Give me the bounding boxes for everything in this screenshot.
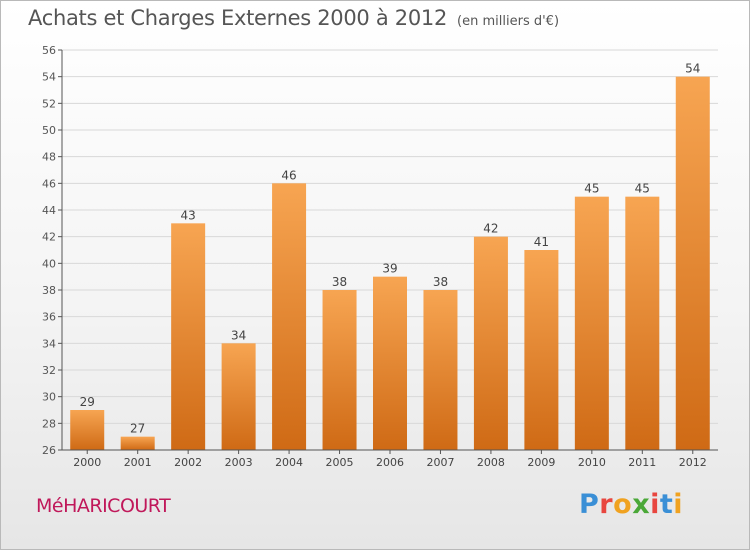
chart-title: Achats et Charges Externes 2000 à 2012 (e… [28,6,559,30]
bar-2008 [473,236,508,450]
title-text: Achats et Charges Externes 2000 à 2012 [28,6,448,30]
x-tick-label-2009: 2009 [527,456,555,469]
data-label-2007: 38 [433,275,448,289]
y-tick-label: 56 [42,44,56,57]
y-tick-label: 54 [42,71,56,84]
bar-2012 [675,76,710,451]
y-tick-label: 38 [42,284,56,297]
data-label-2002: 43 [181,208,196,222]
bar-2006 [373,276,407,450]
bar-2004 [272,183,307,451]
logo-letter: i [673,489,684,520]
x-tick-label-2001: 2001 [124,456,152,469]
x-tick-label-2008: 2008 [477,456,505,469]
logo-letter: t [659,489,674,520]
x-tick-label-2007: 2007 [426,456,454,469]
data-label-2000: 29 [80,395,95,409]
y-tick-label: 40 [42,257,56,270]
x-tick-label-2011: 2011 [628,456,656,469]
data-label-2012: 54 [685,62,700,76]
logo-letter: i [650,489,660,520]
x-tick-label-2000: 2000 [73,456,101,469]
y-tick-label: 44 [42,204,56,217]
y-tick-label: 26 [42,444,56,457]
bar-2010 [574,196,609,450]
bar-2007 [423,290,458,450]
data-label-2006: 39 [382,262,397,276]
data-label-2009: 41 [534,235,549,249]
y-tick-label: 32 [42,364,56,377]
data-label-2003: 34 [231,328,246,342]
x-tick-label-2002: 2002 [174,456,202,469]
logo-letter: P [579,489,600,520]
x-tick-label-2010: 2010 [578,456,606,469]
bar-2000 [70,410,105,450]
x-tick-label-2004: 2004 [275,456,303,469]
data-label-2001: 27 [130,422,145,436]
data-label-2011: 45 [635,182,650,196]
y-tick-label: 48 [42,151,56,164]
data-label-2005: 38 [332,275,347,289]
y-tick-label: 50 [42,124,56,137]
bar-2002 [171,223,206,450]
y-tick-label: 36 [42,311,56,324]
y-tick-label: 34 [42,337,56,350]
data-label-2010: 45 [584,182,599,196]
bar-2001 [120,436,155,450]
unit-label: (en milliers d'€) [457,14,560,29]
bar-2005 [322,290,357,450]
logo-letter: o [613,489,633,520]
data-label-2004: 46 [281,168,296,182]
bar-2009 [524,250,559,450]
x-tick-label-2005: 2005 [326,456,354,469]
bar-2003 [221,343,256,450]
proxiti-logo: Proxiti [579,489,683,520]
x-tick-label-2006: 2006 [376,456,404,469]
bar-2011 [625,196,660,450]
data-label-2008: 42 [483,222,498,236]
logo-letter: x [632,489,651,520]
x-tick-label-2012: 2012 [679,456,707,469]
commune-name: MéHARICOURT [36,495,171,517]
y-tick-label: 30 [42,391,56,404]
y-tick-label: 46 [42,177,56,190]
logo-letter: r [599,489,614,520]
x-tick-label-2003: 2003 [225,456,253,469]
y-tick-label: 28 [42,417,56,430]
y-tick-label: 42 [42,231,56,244]
y-tick-label: 52 [42,97,56,110]
